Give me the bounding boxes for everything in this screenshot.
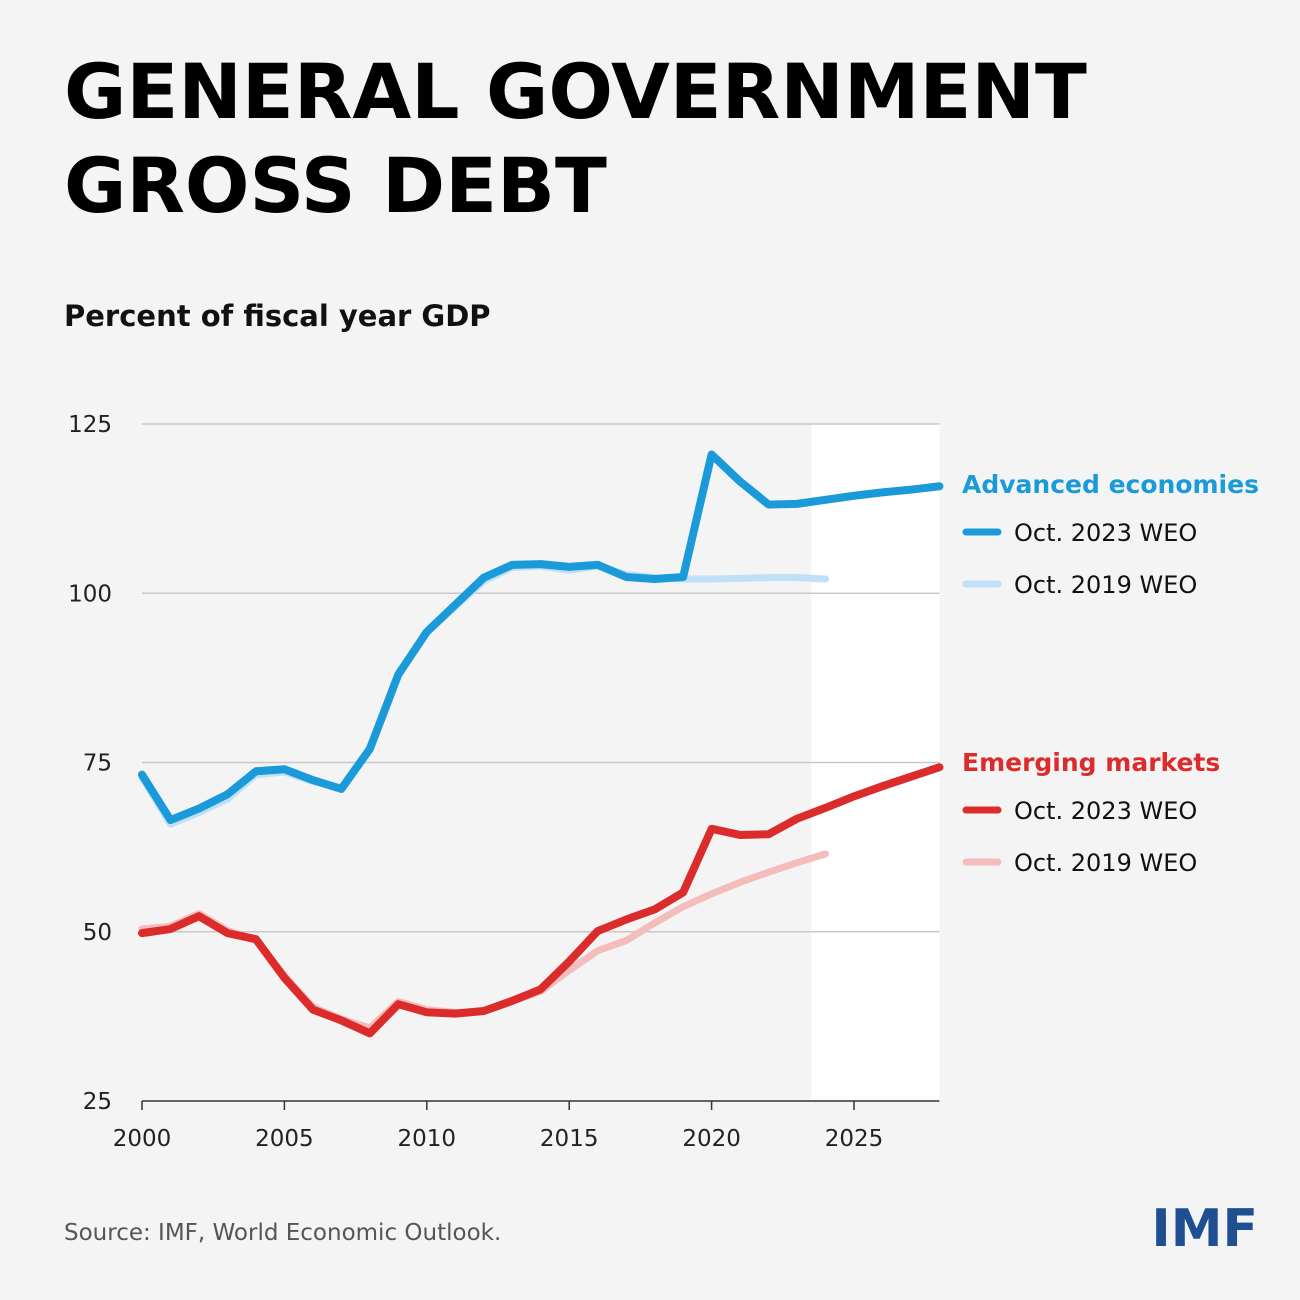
legend-group-title: Emerging markets <box>962 748 1220 777</box>
x-tick-label: 2025 <box>825 1126 884 1152</box>
x-tick-label: 2015 <box>540 1126 599 1152</box>
y-tick-label: 100 <box>68 581 112 607</box>
legend-label: Oct. 2023 WEO <box>1014 519 1197 547</box>
legend-group-title: Advanced economies <box>962 470 1259 499</box>
x-tick-label: 2020 <box>682 1126 741 1152</box>
y-tick-label: 25 <box>83 1089 112 1115</box>
series-line <box>138 763 944 1038</box>
source-note: Source: IMF, World Economic Outlook. <box>64 1220 501 1246</box>
series-line <box>138 450 944 825</box>
chart-title: GENERAL GOVERNMENT <box>64 47 1087 136</box>
y-tick-label: 50 <box>83 920 112 946</box>
logo: IMF <box>1151 1199 1258 1259</box>
y-tick-label: 75 <box>83 751 112 777</box>
chart-title: GROSS DEBT <box>64 141 607 230</box>
x-tick-label: 2005 <box>255 1126 314 1152</box>
x-tick-label: 2010 <box>398 1126 457 1152</box>
legend-label: Oct. 2023 WEO <box>1014 797 1197 825</box>
x-tick-label: 2000 <box>113 1126 172 1152</box>
legend-label: Oct. 2019 WEO <box>1014 571 1197 599</box>
legend-label: Oct. 2019 WEO <box>1014 849 1197 877</box>
y-tick-label: 125 <box>68 412 112 438</box>
chart-subtitle: Percent of fiscal year GDP <box>64 299 491 333</box>
